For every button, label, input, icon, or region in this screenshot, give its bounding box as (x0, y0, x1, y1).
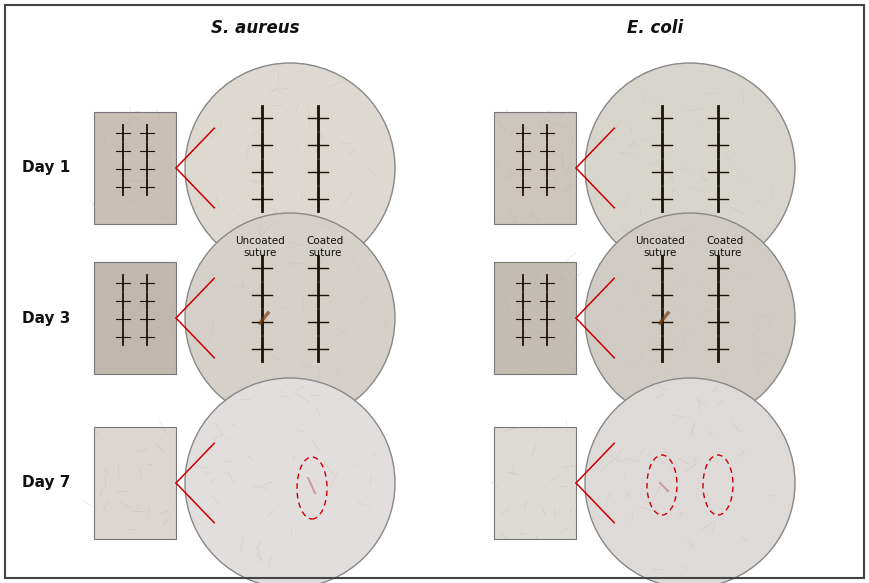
Circle shape (585, 378, 795, 583)
Bar (494, 427, 576, 539)
Bar (494, 262, 576, 374)
Text: Uncoated
suture: Uncoated suture (235, 236, 285, 258)
Bar (494, 112, 576, 224)
Circle shape (185, 63, 395, 273)
Text: Uncoated
suture: Uncoated suture (635, 236, 685, 258)
Circle shape (585, 63, 795, 273)
Text: Coated
suture: Coated suture (307, 236, 343, 258)
Text: Day 7: Day 7 (22, 476, 70, 490)
Text: Day 3: Day 3 (22, 311, 70, 325)
Text: Day 1: Day 1 (22, 160, 70, 175)
Circle shape (185, 213, 395, 423)
Circle shape (185, 378, 395, 583)
Bar (94, 262, 176, 374)
Circle shape (585, 213, 795, 423)
Text: Coated
suture: Coated suture (706, 236, 744, 258)
Bar (94, 112, 176, 224)
Bar (94, 427, 176, 539)
Text: E. coli: E. coli (627, 19, 683, 37)
Text: S. aureus: S. aureus (211, 19, 299, 37)
